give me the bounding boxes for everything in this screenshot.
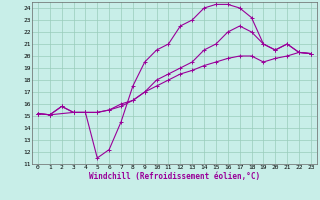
X-axis label: Windchill (Refroidissement éolien,°C): Windchill (Refroidissement éolien,°C): [89, 172, 260, 181]
